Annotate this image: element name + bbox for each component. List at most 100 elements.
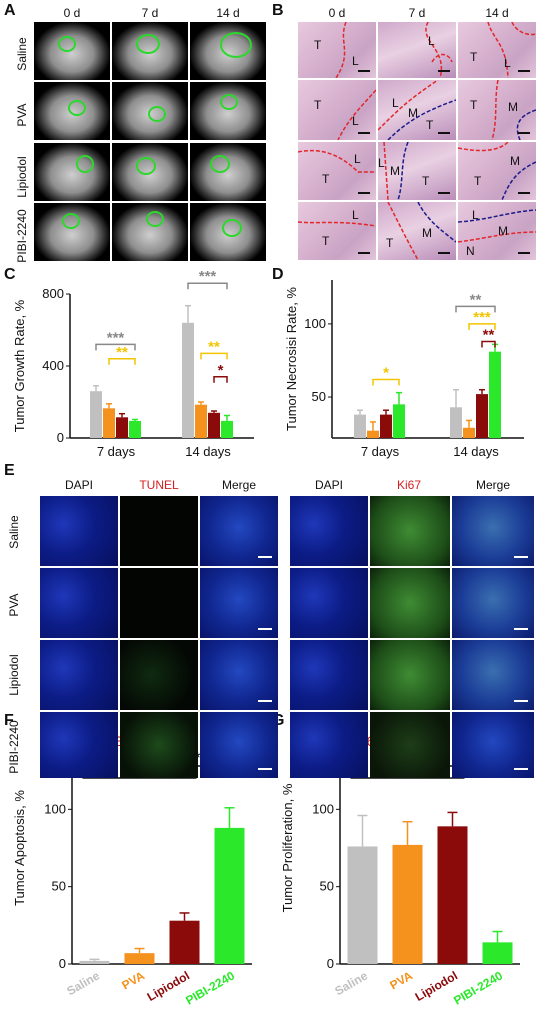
fluorescence-image bbox=[290, 496, 368, 566]
panel-label-b: B bbox=[272, 2, 284, 19]
he-image: T L bbox=[298, 202, 376, 260]
fluorescence-image bbox=[40, 640, 118, 710]
he-image: T L bbox=[298, 80, 376, 140]
panel-label-e: E bbox=[4, 462, 15, 479]
fluorescence-image bbox=[40, 712, 118, 778]
y-tick-label: 50 bbox=[52, 879, 66, 894]
bar bbox=[380, 414, 392, 438]
header-tunel: TUNEL bbox=[139, 478, 179, 492]
he-image: L M T bbox=[378, 80, 456, 140]
header-ki67: Ki67 bbox=[396, 478, 422, 492]
panel-label-f: F bbox=[4, 712, 14, 729]
fluorescence-image bbox=[120, 568, 198, 638]
y-axis-label: Tumor Growth Rate, % bbox=[12, 299, 27, 432]
bar bbox=[367, 430, 379, 438]
significance-label: *** bbox=[473, 309, 491, 326]
bar bbox=[182, 322, 194, 438]
header-dapi: DAPI bbox=[64, 478, 93, 492]
y-tick-label: 800 bbox=[42, 286, 64, 301]
fluorescence-image bbox=[200, 496, 278, 566]
bar bbox=[392, 844, 423, 964]
x-tick-label: Saline bbox=[64, 968, 102, 998]
row-label-pibi: PIBI-2240 bbox=[7, 720, 21, 774]
significance-label: ** bbox=[208, 338, 220, 355]
time-label-14d: 14 d bbox=[485, 6, 509, 20]
chart-g-tumor-proliferation: 050100150Tumor Proliferation, %Ki67Salin… bbox=[280, 724, 520, 1008]
x-tick-label: PVA bbox=[119, 968, 147, 992]
fluorescence-image bbox=[120, 712, 198, 778]
x-tick-label: PIBI-2240 bbox=[451, 968, 505, 1007]
y-tick-label: 100 bbox=[44, 801, 66, 816]
time-label-7d: 7 d bbox=[408, 6, 426, 20]
mri-image bbox=[112, 22, 188, 80]
he-image: L M T bbox=[378, 142, 456, 200]
significance-bracket bbox=[200, 352, 228, 360]
bar bbox=[90, 391, 102, 438]
time-label-14d: 14 d bbox=[216, 6, 240, 20]
significance-bracket bbox=[108, 358, 136, 365]
significance-bracket bbox=[468, 323, 496, 330]
he-image: L bbox=[378, 22, 456, 78]
panel-label-c: C bbox=[4, 266, 16, 283]
bar bbox=[354, 414, 366, 438]
fluorescence-image bbox=[120, 496, 198, 566]
y-tick-label: 400 bbox=[42, 358, 64, 373]
x-tick-label: Saline bbox=[332, 968, 370, 998]
time-label-0d: 0 d bbox=[328, 6, 346, 20]
mri-image bbox=[34, 203, 110, 261]
fluorescence-image bbox=[370, 640, 450, 710]
time-label-7d: 7 d bbox=[141, 6, 159, 20]
row-label-lipiodol: Lipiodol bbox=[7, 654, 21, 696]
bar bbox=[476, 394, 488, 438]
x-tick-label: 14 days bbox=[453, 444, 499, 459]
fluorescence-image bbox=[370, 496, 450, 566]
bar bbox=[214, 827, 245, 964]
significance-label: * bbox=[383, 364, 389, 381]
mri-image bbox=[34, 143, 110, 201]
bar bbox=[347, 846, 378, 964]
fluorescence-image bbox=[452, 712, 534, 778]
bar bbox=[103, 408, 115, 438]
bar bbox=[463, 427, 475, 438]
x-tick-label: PVA bbox=[387, 968, 415, 992]
significance-label: *** bbox=[107, 329, 125, 346]
he-image: T M bbox=[458, 80, 536, 140]
y-tick-label: 0 bbox=[327, 956, 334, 971]
bar bbox=[208, 412, 220, 438]
bar bbox=[195, 404, 207, 438]
he-image: T L bbox=[458, 22, 536, 78]
bar bbox=[79, 960, 110, 964]
mri-image bbox=[190, 203, 266, 261]
fluorescence-image bbox=[290, 640, 368, 710]
bar bbox=[116, 417, 128, 438]
fluorescence-image bbox=[200, 712, 278, 778]
fluorescence-image bbox=[40, 496, 118, 566]
y-axis-label: Tumor Proliferation, % bbox=[280, 783, 295, 912]
he-image: T M bbox=[458, 142, 536, 200]
significance-bracket bbox=[372, 378, 400, 386]
bar bbox=[450, 407, 462, 438]
bar bbox=[393, 404, 405, 438]
fluorescence-image bbox=[370, 712, 450, 778]
significance-label: ** bbox=[116, 344, 128, 361]
y-tick-label: 100 bbox=[312, 801, 334, 816]
y-tick-label: 50 bbox=[320, 879, 334, 894]
significance-bracket bbox=[455, 305, 496, 313]
bar bbox=[489, 351, 501, 438]
chart-d-tumor-necrosis: 50 100 Tumor Necrosisi Rate, % 7 days 14 day… bbox=[284, 280, 524, 459]
he-image: L M N bbox=[458, 202, 536, 260]
fluorescence-image bbox=[452, 496, 534, 566]
bar bbox=[169, 920, 200, 964]
he-image: T L bbox=[298, 142, 376, 200]
chart-c-tumor-growth: 0 400 800 Tumor Growth Rate, % 7 days 14 days… bbox=[12, 270, 254, 459]
fluorescence-image bbox=[452, 640, 534, 710]
mri-image bbox=[190, 82, 266, 140]
bar bbox=[124, 953, 155, 964]
significance-bracket bbox=[481, 340, 496, 348]
significance-label: ** bbox=[483, 326, 495, 343]
significance-label: * bbox=[218, 362, 224, 379]
significance-bracket bbox=[213, 376, 228, 383]
mri-image bbox=[34, 22, 110, 80]
panel-label-d: D bbox=[272, 266, 284, 283]
y-tick-label: 100 bbox=[304, 316, 326, 331]
